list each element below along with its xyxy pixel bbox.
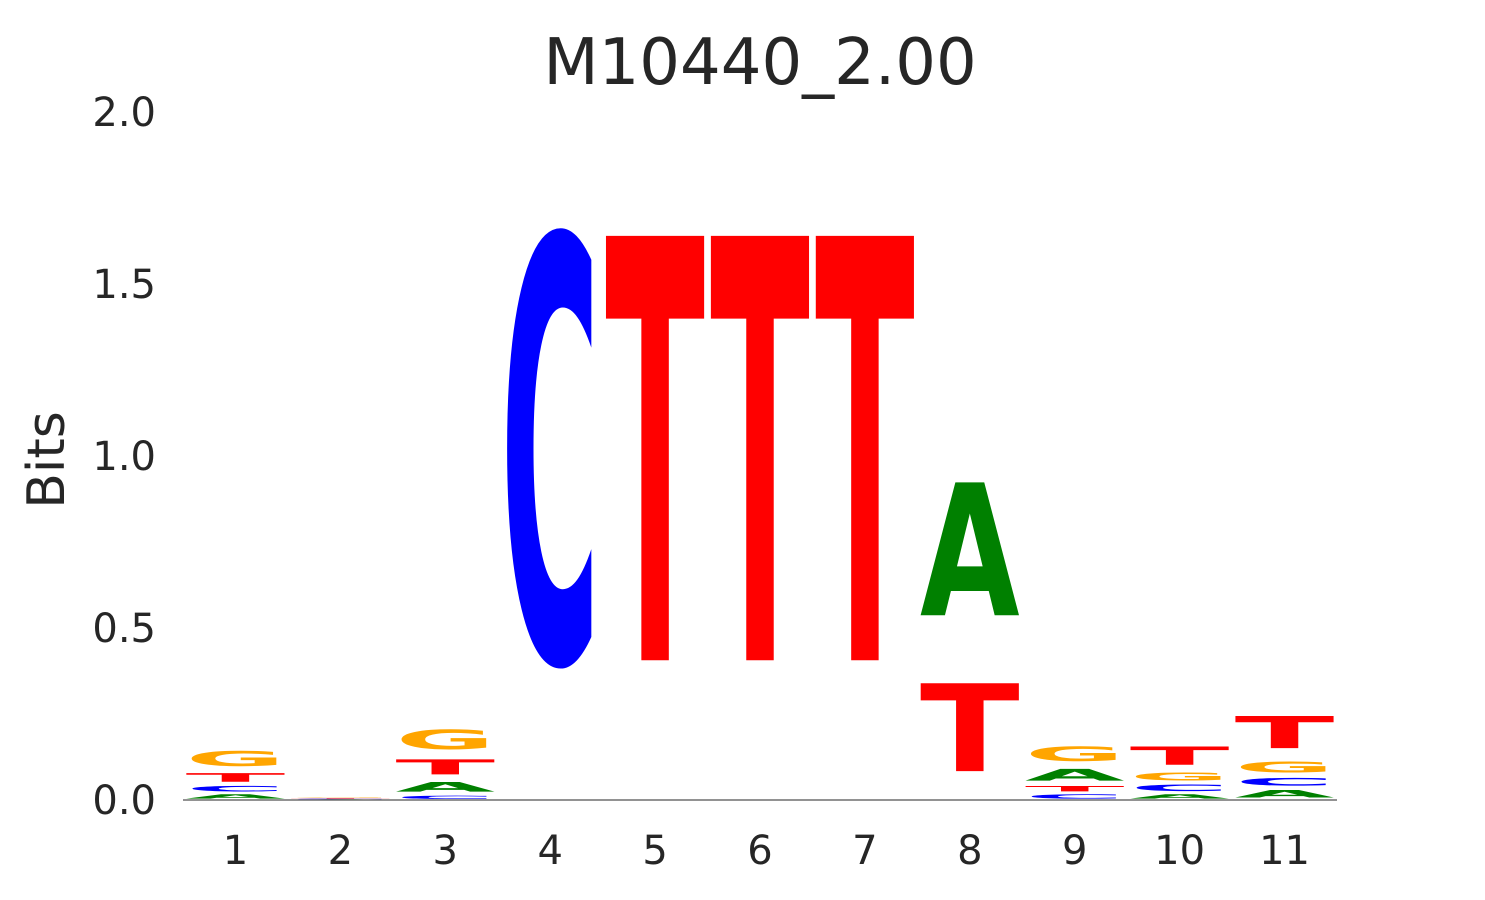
logo-letter-g: G <box>1235 759 1335 776</box>
logo-letter-t: T <box>1130 742 1230 771</box>
x-tick-label: 3 <box>433 828 458 874</box>
y-axis-ticks: 0.0 0.5 1.0 1.5 2.0 <box>92 90 156 824</box>
logo-letter-t: T <box>920 659 1020 799</box>
x-tick-label: 9 <box>1062 828 1087 874</box>
x-tick-label: 5 <box>642 828 667 874</box>
logo-letter-a: A <box>186 793 286 800</box>
logo-letter-t: T <box>710 121 810 799</box>
logo-letter-t: T <box>1025 785 1125 794</box>
logo-letter-t: T <box>291 798 391 799</box>
logo-letter-a: A <box>1025 766 1125 785</box>
logo-letter-c: C <box>1025 793 1125 800</box>
logo-letter-c: C <box>500 120 600 798</box>
logo-letter-a: A <box>1235 788 1335 800</box>
logo-letter-c: C <box>1130 783 1230 793</box>
y-tick-label: 0.0 <box>92 778 156 824</box>
x-tick-label: 2 <box>328 828 353 874</box>
y-tick-label: 1.0 <box>92 434 156 480</box>
y-tick-label: 1.5 <box>92 262 156 308</box>
x-tick-label: 6 <box>747 828 772 874</box>
logo-letter-t: T <box>1235 708 1335 759</box>
logo-letter-a: A <box>395 779 495 794</box>
logo-letter-a: A <box>920 448 1020 659</box>
logo-letter-g: G <box>1130 771 1230 783</box>
x-tick-label: 1 <box>223 828 248 874</box>
logo-letter-g: G <box>1025 743 1125 765</box>
logo-letter-t: T <box>395 755 495 779</box>
y-tick-label: 2.0 <box>92 90 156 136</box>
logo-letter-t: T <box>815 121 915 799</box>
logo-letter-c: C <box>186 785 286 794</box>
x-tick-label: 4 <box>537 828 562 874</box>
logo-letter-stacks: ACTGACTGCATGCTTTTACTAGACGTACGT <box>186 120 1335 800</box>
logo-letter-c: C <box>291 799 391 800</box>
y-axis-label: Bits <box>17 411 77 509</box>
logo-letter-c: C <box>395 795 495 800</box>
logo-letter-t: T <box>605 121 705 799</box>
x-tick-label: 7 <box>852 828 877 874</box>
x-axis-ticks: 1 2 3 4 5 6 7 8 9 10 11 <box>223 828 1310 874</box>
x-tick-label: 11 <box>1259 828 1310 874</box>
chart-title: M10440_2.00 <box>543 26 976 100</box>
logo-letter-a: A <box>1130 793 1230 800</box>
logo-letter-g: G <box>291 797 391 798</box>
y-tick-label: 0.5 <box>92 606 156 652</box>
logo-letter-g: G <box>186 747 286 771</box>
logo-letter-t: T <box>186 771 286 785</box>
logo-letter-c: C <box>1235 776 1335 788</box>
logo-letter-g: G <box>395 724 495 755</box>
x-tick-label: 10 <box>1154 828 1205 874</box>
x-tick-label: 8 <box>957 828 982 874</box>
